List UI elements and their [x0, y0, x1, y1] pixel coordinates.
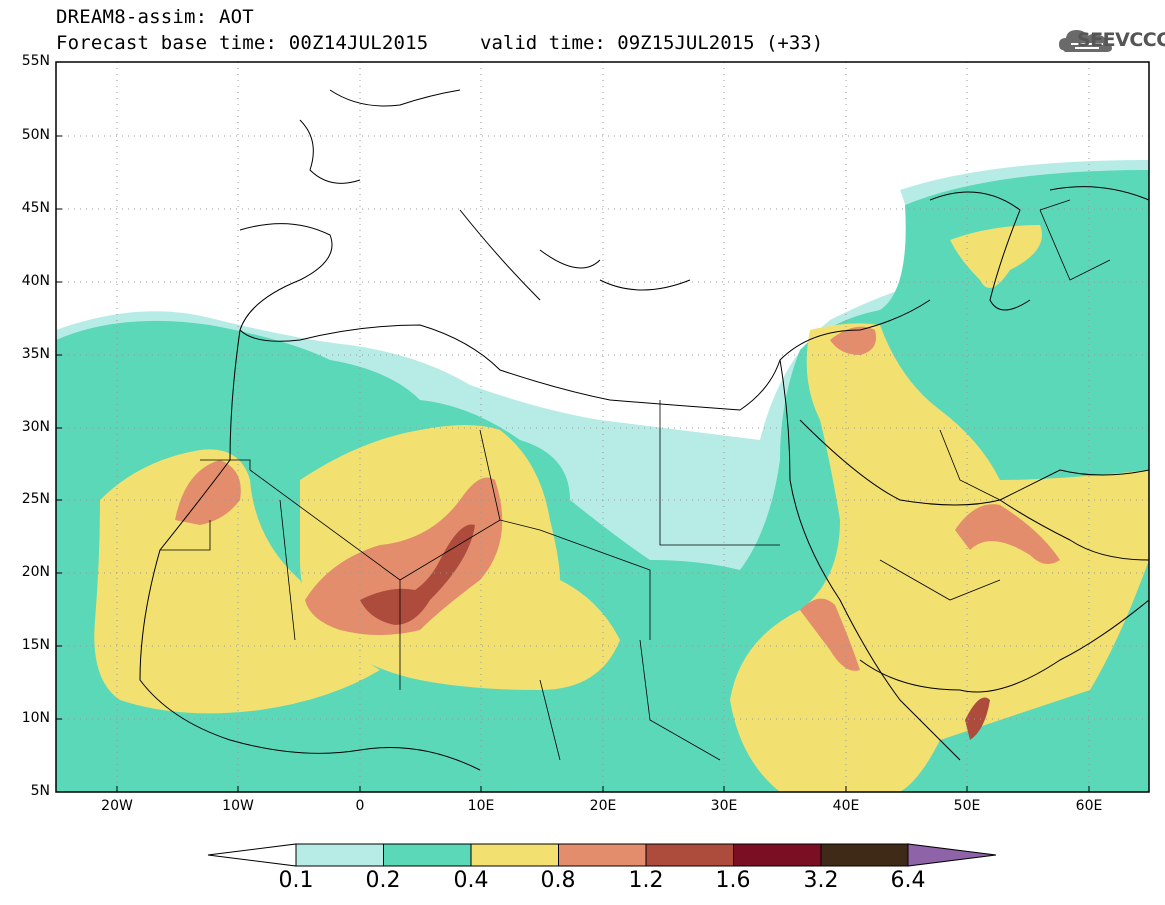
legend-label: 1.2 — [628, 868, 664, 893]
lon-label: 40E — [832, 798, 860, 814]
map-title: DREAM8-assim: AOT — [56, 6, 254, 28]
lon-label: 60E — [1075, 798, 1103, 814]
legend-label: 0.1 — [278, 868, 314, 893]
valid-time: valid time: 09Z15JUL2015 (+33) — [480, 32, 824, 54]
lat-label: 25N — [21, 491, 50, 507]
lon-label: 0 — [355, 798, 365, 814]
lon-label: 10W — [222, 798, 254, 814]
lat-label: 15N — [21, 637, 50, 653]
lat-label: 45N — [21, 200, 50, 216]
lat-label: 20N — [21, 564, 50, 580]
lon-label: 50E — [953, 798, 981, 814]
aot-band-0.4-arabia — [730, 323, 1149, 792]
aot-band-0.8-levant — [830, 326, 876, 355]
lat-label: 10N — [21, 710, 50, 726]
aot-band-1.2-somalia — [965, 697, 990, 740]
lat-label: 50N — [21, 127, 50, 143]
legend-label: 3.2 — [803, 868, 839, 893]
aot-band-0.8-redsea — [800, 598, 860, 671]
lat-label: 35N — [21, 346, 50, 362]
legend-label: 6.4 — [890, 868, 926, 893]
aot-band-0.8-west — [175, 460, 241, 525]
legend-label: 1.6 — [715, 868, 751, 893]
aot-band-0.4-west — [94, 449, 381, 714]
forecast-base-time: Forecast base time: 00Z14JUL2015 — [56, 32, 429, 54]
lon-label: 20E — [589, 798, 617, 814]
aot-band-0.4-caspian — [950, 225, 1042, 288]
lat-label: 40N — [21, 273, 50, 289]
cloud-logo-icon — [1059, 30, 1112, 52]
logo-text: SEEVCCC — [1077, 29, 1165, 51]
lat-label: 30N — [21, 419, 50, 435]
legend-label: 0.4 — [453, 868, 489, 893]
aot-band-0.8-gulf — [955, 504, 1060, 564]
legend-label: 0.8 — [540, 868, 576, 893]
lon-label: 20W — [101, 798, 133, 814]
lat-label: 5N — [30, 783, 50, 799]
aot-band-0.8-sahara — [305, 477, 503, 635]
lon-label: 30E — [710, 798, 738, 814]
legend-label: 0.2 — [365, 868, 401, 893]
lon-label: 10E — [467, 798, 495, 814]
lat-label: 55N — [21, 53, 50, 69]
aot-band-1.2-sahara — [360, 524, 475, 625]
